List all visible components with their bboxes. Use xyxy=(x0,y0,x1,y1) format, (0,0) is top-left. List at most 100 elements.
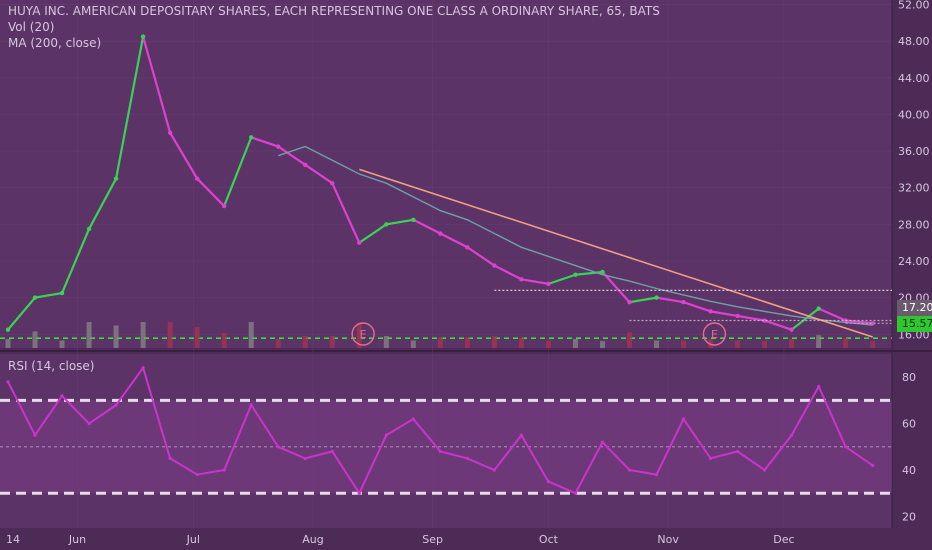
price-segment xyxy=(628,296,658,304)
volume-bar xyxy=(221,333,227,348)
rsi-point xyxy=(573,491,578,495)
price-point xyxy=(654,295,659,300)
last-price-badge: 17.20 xyxy=(897,300,932,316)
rsi-point xyxy=(87,422,91,426)
price-segment xyxy=(358,223,388,244)
price-segment xyxy=(790,307,820,331)
rsi-point xyxy=(735,449,740,454)
volume-bar xyxy=(708,339,714,348)
x-tick-label-aug: Aug xyxy=(302,533,323,546)
price-tick-label: 48.00 xyxy=(898,35,930,48)
volume-bar xyxy=(870,341,876,348)
price-segment xyxy=(169,131,199,180)
price-segment xyxy=(439,232,469,249)
price-point xyxy=(113,176,119,181)
volume-bar xyxy=(599,341,605,348)
x-tick-label-sep: Sep xyxy=(422,533,443,546)
price-point xyxy=(708,309,713,314)
price-tick-label: 40.00 xyxy=(898,108,930,121)
price-point xyxy=(762,318,767,323)
volume-bar xyxy=(735,340,741,348)
volume-bar xyxy=(518,337,524,348)
price-point xyxy=(32,295,38,300)
earnings-marker xyxy=(351,322,375,346)
trendline xyxy=(359,168,873,338)
price-segment xyxy=(304,163,334,185)
volume-bar xyxy=(86,322,92,348)
price-segment xyxy=(114,35,145,180)
price-segment xyxy=(87,177,118,231)
price-tick-label: 28.00 xyxy=(898,218,930,231)
price-segment xyxy=(6,296,37,331)
price-segment xyxy=(385,218,415,226)
volume-bar xyxy=(491,336,497,348)
rsi-point xyxy=(60,394,64,398)
price-point xyxy=(735,313,740,319)
rsi-tick-label: 80 xyxy=(902,371,916,384)
price-segment xyxy=(601,270,631,304)
indicator-vol-label[interactable]: Vol (20) xyxy=(8,20,55,34)
volume-bar xyxy=(329,336,335,348)
x-tick-label-dec: Dec xyxy=(773,533,794,546)
price-tick-label: 44.00 xyxy=(898,72,930,85)
x-tick-label-nov: Nov xyxy=(657,533,679,546)
rsi-point xyxy=(438,449,442,454)
price-point xyxy=(330,180,335,186)
volume-bar xyxy=(789,339,795,348)
price-tick-label: 36.00 xyxy=(898,145,930,158)
price-point xyxy=(86,226,92,232)
rsi-label[interactable]: RSI (14, close) xyxy=(8,359,95,373)
x-tick-label-oct: Oct xyxy=(539,533,559,546)
rsi-point xyxy=(222,468,226,472)
price-point xyxy=(573,272,578,277)
price-point xyxy=(5,327,11,332)
volume-bar xyxy=(356,322,362,348)
earnings-marker-label: E xyxy=(360,328,367,341)
volume-bar xyxy=(545,340,551,348)
earnings-marker xyxy=(702,322,727,346)
rsi-point xyxy=(654,473,659,477)
volume-bar xyxy=(167,322,173,348)
price-point xyxy=(194,176,200,181)
rsi-point xyxy=(871,463,875,467)
price-segment xyxy=(655,296,685,304)
volume-bar xyxy=(140,322,146,348)
price-tick-label: 24.00 xyxy=(898,255,930,268)
volume-bar xyxy=(410,340,416,348)
rsi-tick-label: 40 xyxy=(902,464,916,477)
volume-bar xyxy=(654,340,660,348)
price-point xyxy=(681,300,686,305)
rsi-point xyxy=(817,384,821,389)
volume-bar xyxy=(843,338,849,348)
price-segment xyxy=(709,310,739,318)
rsi-point xyxy=(33,433,37,437)
ma-200-line xyxy=(277,145,873,326)
volume-bar xyxy=(627,332,633,348)
rsi-point xyxy=(114,403,118,407)
rsi-point xyxy=(276,445,280,449)
volume-bar xyxy=(302,336,308,348)
rsi-point xyxy=(627,468,632,472)
rsi-point xyxy=(195,473,199,477)
price-segment xyxy=(331,182,361,244)
rsi-point xyxy=(303,456,307,460)
volume-bar xyxy=(437,337,443,348)
price-point xyxy=(59,290,65,296)
x-tick-label-jun: Jun xyxy=(68,533,86,546)
indicator-ma-label[interactable]: MA (200, close) xyxy=(8,36,102,50)
support-price-badge: 15.57 xyxy=(897,316,932,332)
price-point xyxy=(492,263,497,268)
volume-bar xyxy=(32,331,38,348)
price-segment xyxy=(412,218,442,235)
price-point xyxy=(627,300,632,305)
x-tick-label-jul: Jul xyxy=(186,533,200,546)
price-point xyxy=(248,135,254,140)
price-point xyxy=(465,245,470,250)
price-tick-label: 52.00 xyxy=(898,0,930,12)
volume-bar xyxy=(59,340,65,348)
volume-bar xyxy=(681,340,687,348)
rsi-tick-label: 20 xyxy=(902,510,916,523)
rsi-point xyxy=(6,380,10,384)
rsi-point xyxy=(411,417,415,421)
